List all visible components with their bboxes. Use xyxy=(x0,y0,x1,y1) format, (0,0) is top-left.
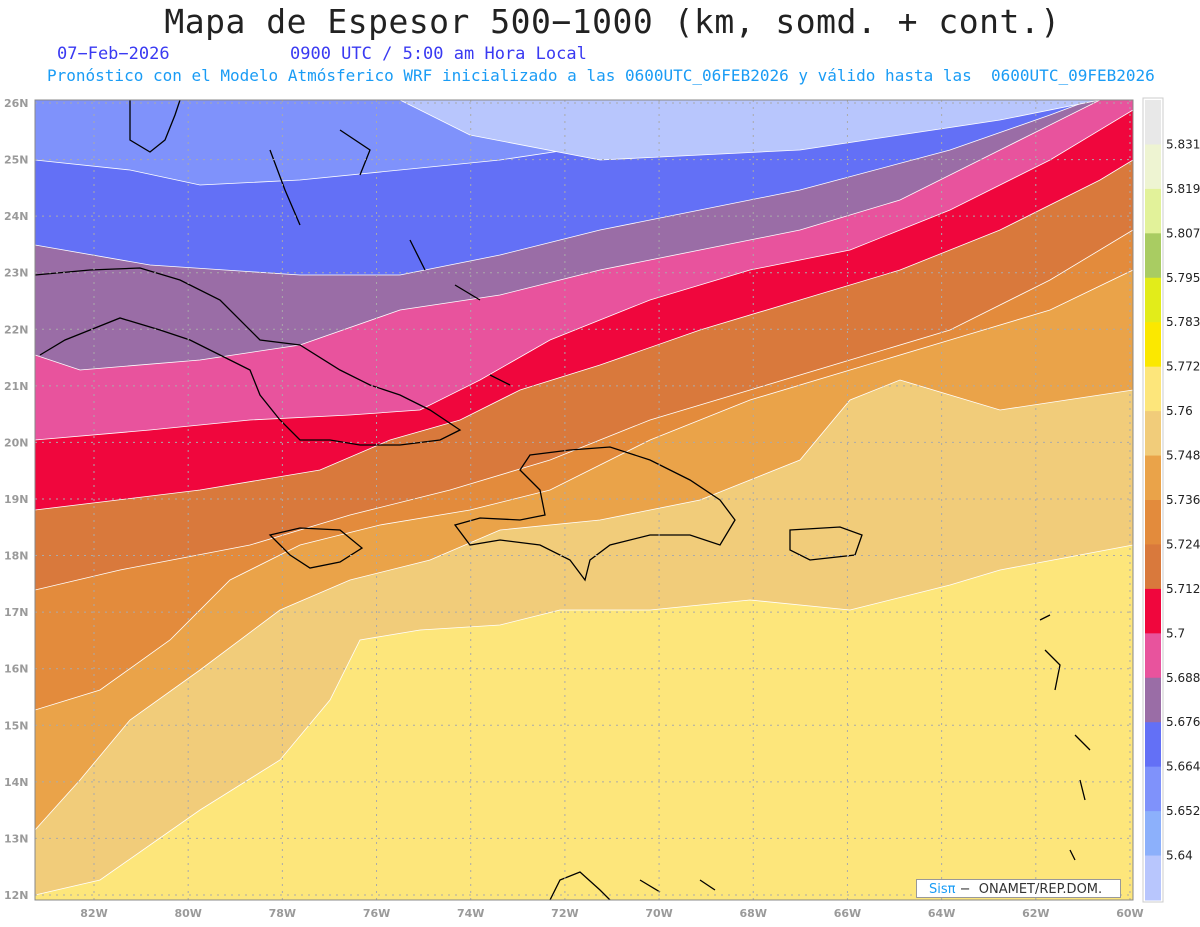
colorbar-label: 5.652 xyxy=(1166,804,1200,818)
lon-label: 62W xyxy=(1022,907,1049,920)
forecast-time: 0900 UTC / 5:00 am Hora Local xyxy=(290,44,587,64)
colorbar-swatch xyxy=(1145,188,1161,234)
map-title: Mapa de Espesor 500−1000 (km, somd. + co… xyxy=(164,2,1061,41)
coast-jamaica xyxy=(268,527,364,569)
colorbar-swatch xyxy=(1145,855,1161,901)
lat-label: 25N xyxy=(4,154,29,167)
colorbar-label: 5.819 xyxy=(1166,182,1200,196)
lon-label: 64W xyxy=(928,907,955,920)
credit-box: Sisπ − ONAMET/REP.DOM. xyxy=(916,879,1121,898)
colorbar-label: 5.712 xyxy=(1166,582,1200,596)
colorbar-swatch xyxy=(1145,455,1161,501)
credit-brand: Sisπ xyxy=(929,882,956,897)
graticule xyxy=(35,100,1133,900)
forecast-date: 07−Feb−2026 xyxy=(57,44,170,64)
coast-puerto-rico xyxy=(789,526,863,561)
colorbar-swatch xyxy=(1145,100,1161,145)
colorbar-label: 5.807 xyxy=(1166,226,1200,240)
lat-label: 18N xyxy=(4,550,29,563)
colorbar: 5.831 5.819 5.807 5.795 5.783 5.772 5.76 5.748 5… xyxy=(1142,97,1200,903)
coastlines xyxy=(35,100,1091,900)
colorbar-swatch xyxy=(1145,322,1161,368)
lat-label: 26N xyxy=(4,97,29,110)
lat-label: 17N xyxy=(4,606,29,619)
lat-label: 15N xyxy=(4,719,29,732)
lon-label: 82W xyxy=(80,907,107,920)
forecast-subtitle: Pronóstico con el Modelo Atmósferico WRF… xyxy=(47,66,1155,85)
coast-bahamas xyxy=(269,129,511,386)
colorbar-swatch xyxy=(1145,633,1161,679)
colorbar-label: 5.676 xyxy=(1166,715,1200,729)
coast-south-america xyxy=(549,871,716,900)
coast-lesser-antilles xyxy=(1039,614,1091,861)
lon-label: 74W xyxy=(457,907,484,920)
colorbar-label: 5.795 xyxy=(1166,271,1200,285)
coast-cuba xyxy=(35,267,462,446)
colorbar-label: 5.831 xyxy=(1166,137,1200,151)
colorbar-label: 5.76 xyxy=(1166,404,1193,418)
coast-florida xyxy=(129,100,181,153)
colorbar-swatch xyxy=(1145,144,1161,190)
lat-label: 21N xyxy=(4,380,29,393)
colorbar-label: 5.783 xyxy=(1166,315,1200,329)
lat-label: 20N xyxy=(4,436,29,449)
colorbar-swatch xyxy=(1145,766,1161,812)
colorbar-swatch xyxy=(1145,277,1161,323)
lat-label: 19N xyxy=(4,493,29,506)
lon-label: 76W xyxy=(363,907,390,920)
lat-label: 23N xyxy=(4,267,29,280)
band-5.64-low xyxy=(399,100,1101,161)
map-frame xyxy=(34,99,1134,901)
colorbar-swatch xyxy=(1145,411,1161,457)
lat-label: 22N xyxy=(4,323,29,336)
colorbar-label: 5.772 xyxy=(1166,360,1200,374)
colorbar-label: 5.736 xyxy=(1166,493,1200,507)
thickness-fill-layer xyxy=(35,100,1133,900)
colorbar-swatch xyxy=(1145,233,1161,279)
lon-label: 70W xyxy=(645,907,672,920)
colorbar-swatch xyxy=(1145,366,1161,412)
colorbar-label: 5.748 xyxy=(1166,449,1200,463)
lat-label: 14N xyxy=(4,776,29,789)
lon-label: 72W xyxy=(551,907,578,920)
lat-label: 12N xyxy=(4,889,29,902)
lon-label: 60W xyxy=(1116,907,1143,920)
colorbar-swatch xyxy=(1145,500,1161,545)
lat-label: 13N xyxy=(4,832,29,845)
colorbar-label: 5.7 xyxy=(1166,626,1185,640)
colorbar-swatch xyxy=(1145,588,1161,634)
lon-label: 78W xyxy=(269,907,296,920)
axis-labels: 26N 25N 24N 23N 22N 21N 20N 19N 18N 17N 16N 15N 14N 1… xyxy=(4,97,1144,920)
colorbar-swatch xyxy=(1145,811,1161,857)
credit-text: − ONAMET/REP.DOM. xyxy=(955,882,1103,897)
colorbar-swatch xyxy=(1145,677,1161,723)
lat-label: 24N xyxy=(4,210,29,223)
lon-label: 68W xyxy=(740,907,767,920)
colorbar-label: 5.688 xyxy=(1166,671,1200,685)
coast-hispaniola xyxy=(453,446,736,582)
colorbar-label: 5.664 xyxy=(1166,760,1200,774)
colorbar-swatch xyxy=(1145,722,1161,768)
lon-label: 80W xyxy=(174,907,201,920)
lon-label: 66W xyxy=(834,907,861,920)
colorbar-swatch xyxy=(1145,544,1161,590)
colorbar-label: 5.724 xyxy=(1166,537,1200,551)
colorbar-label: 5.64 xyxy=(1166,849,1193,863)
lat-label: 16N xyxy=(4,663,29,676)
